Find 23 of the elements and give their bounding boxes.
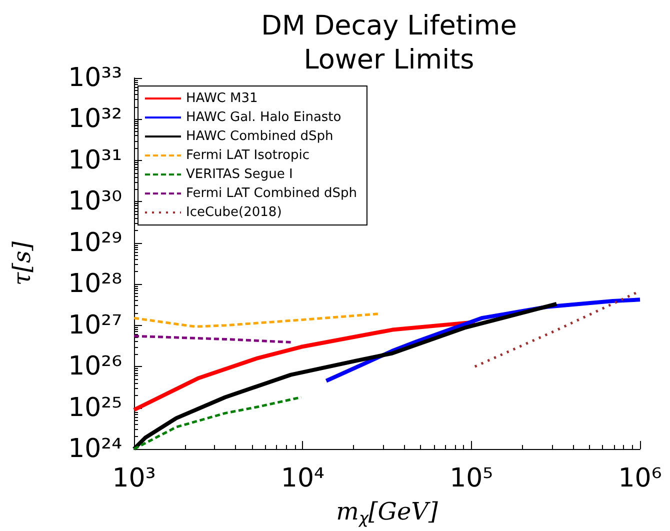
legend-label: IceCube(2018) bbox=[186, 205, 282, 220]
chart-title: DM Decay Lifetime Lower Limits bbox=[261, 10, 517, 76]
x-tick-label: 10⁵ bbox=[450, 464, 494, 494]
y-tick-label: 10²⁷ bbox=[68, 310, 122, 340]
legend-label: VERITAS Segue I bbox=[186, 167, 293, 182]
y-tick-label: 10²⁶ bbox=[68, 352, 122, 382]
x-tick-label: 10⁶ bbox=[618, 464, 662, 494]
legend-label: HAWC Gal. Halo Einasto bbox=[186, 110, 342, 125]
x-tick-label: 10³ bbox=[112, 464, 156, 494]
y-tick-label: 10³⁰ bbox=[68, 186, 122, 217]
y-tick-label: 10³² bbox=[68, 104, 122, 134]
legend-label: Fermi LAT Combined dSph bbox=[186, 186, 357, 201]
y-tick-label: 10²⁹ bbox=[68, 228, 122, 258]
y-tick-label: 10³³ bbox=[68, 63, 122, 93]
legend-label: Fermi LAT Isotropic bbox=[186, 148, 310, 163]
x-tick-label: 10⁴ bbox=[280, 464, 324, 494]
y-tick-label: 10²⁴ bbox=[68, 434, 122, 464]
legend-label: HAWC Combined dSph bbox=[186, 129, 334, 144]
y-axis-title: τ[s] bbox=[8, 240, 36, 286]
legend-label: HAWC M31 bbox=[186, 91, 258, 106]
y-tick-label: 10²⁸ bbox=[68, 269, 122, 300]
y-tick-label: 10³¹ bbox=[68, 145, 122, 176]
y-tick-label: 10²⁵ bbox=[68, 392, 122, 423]
